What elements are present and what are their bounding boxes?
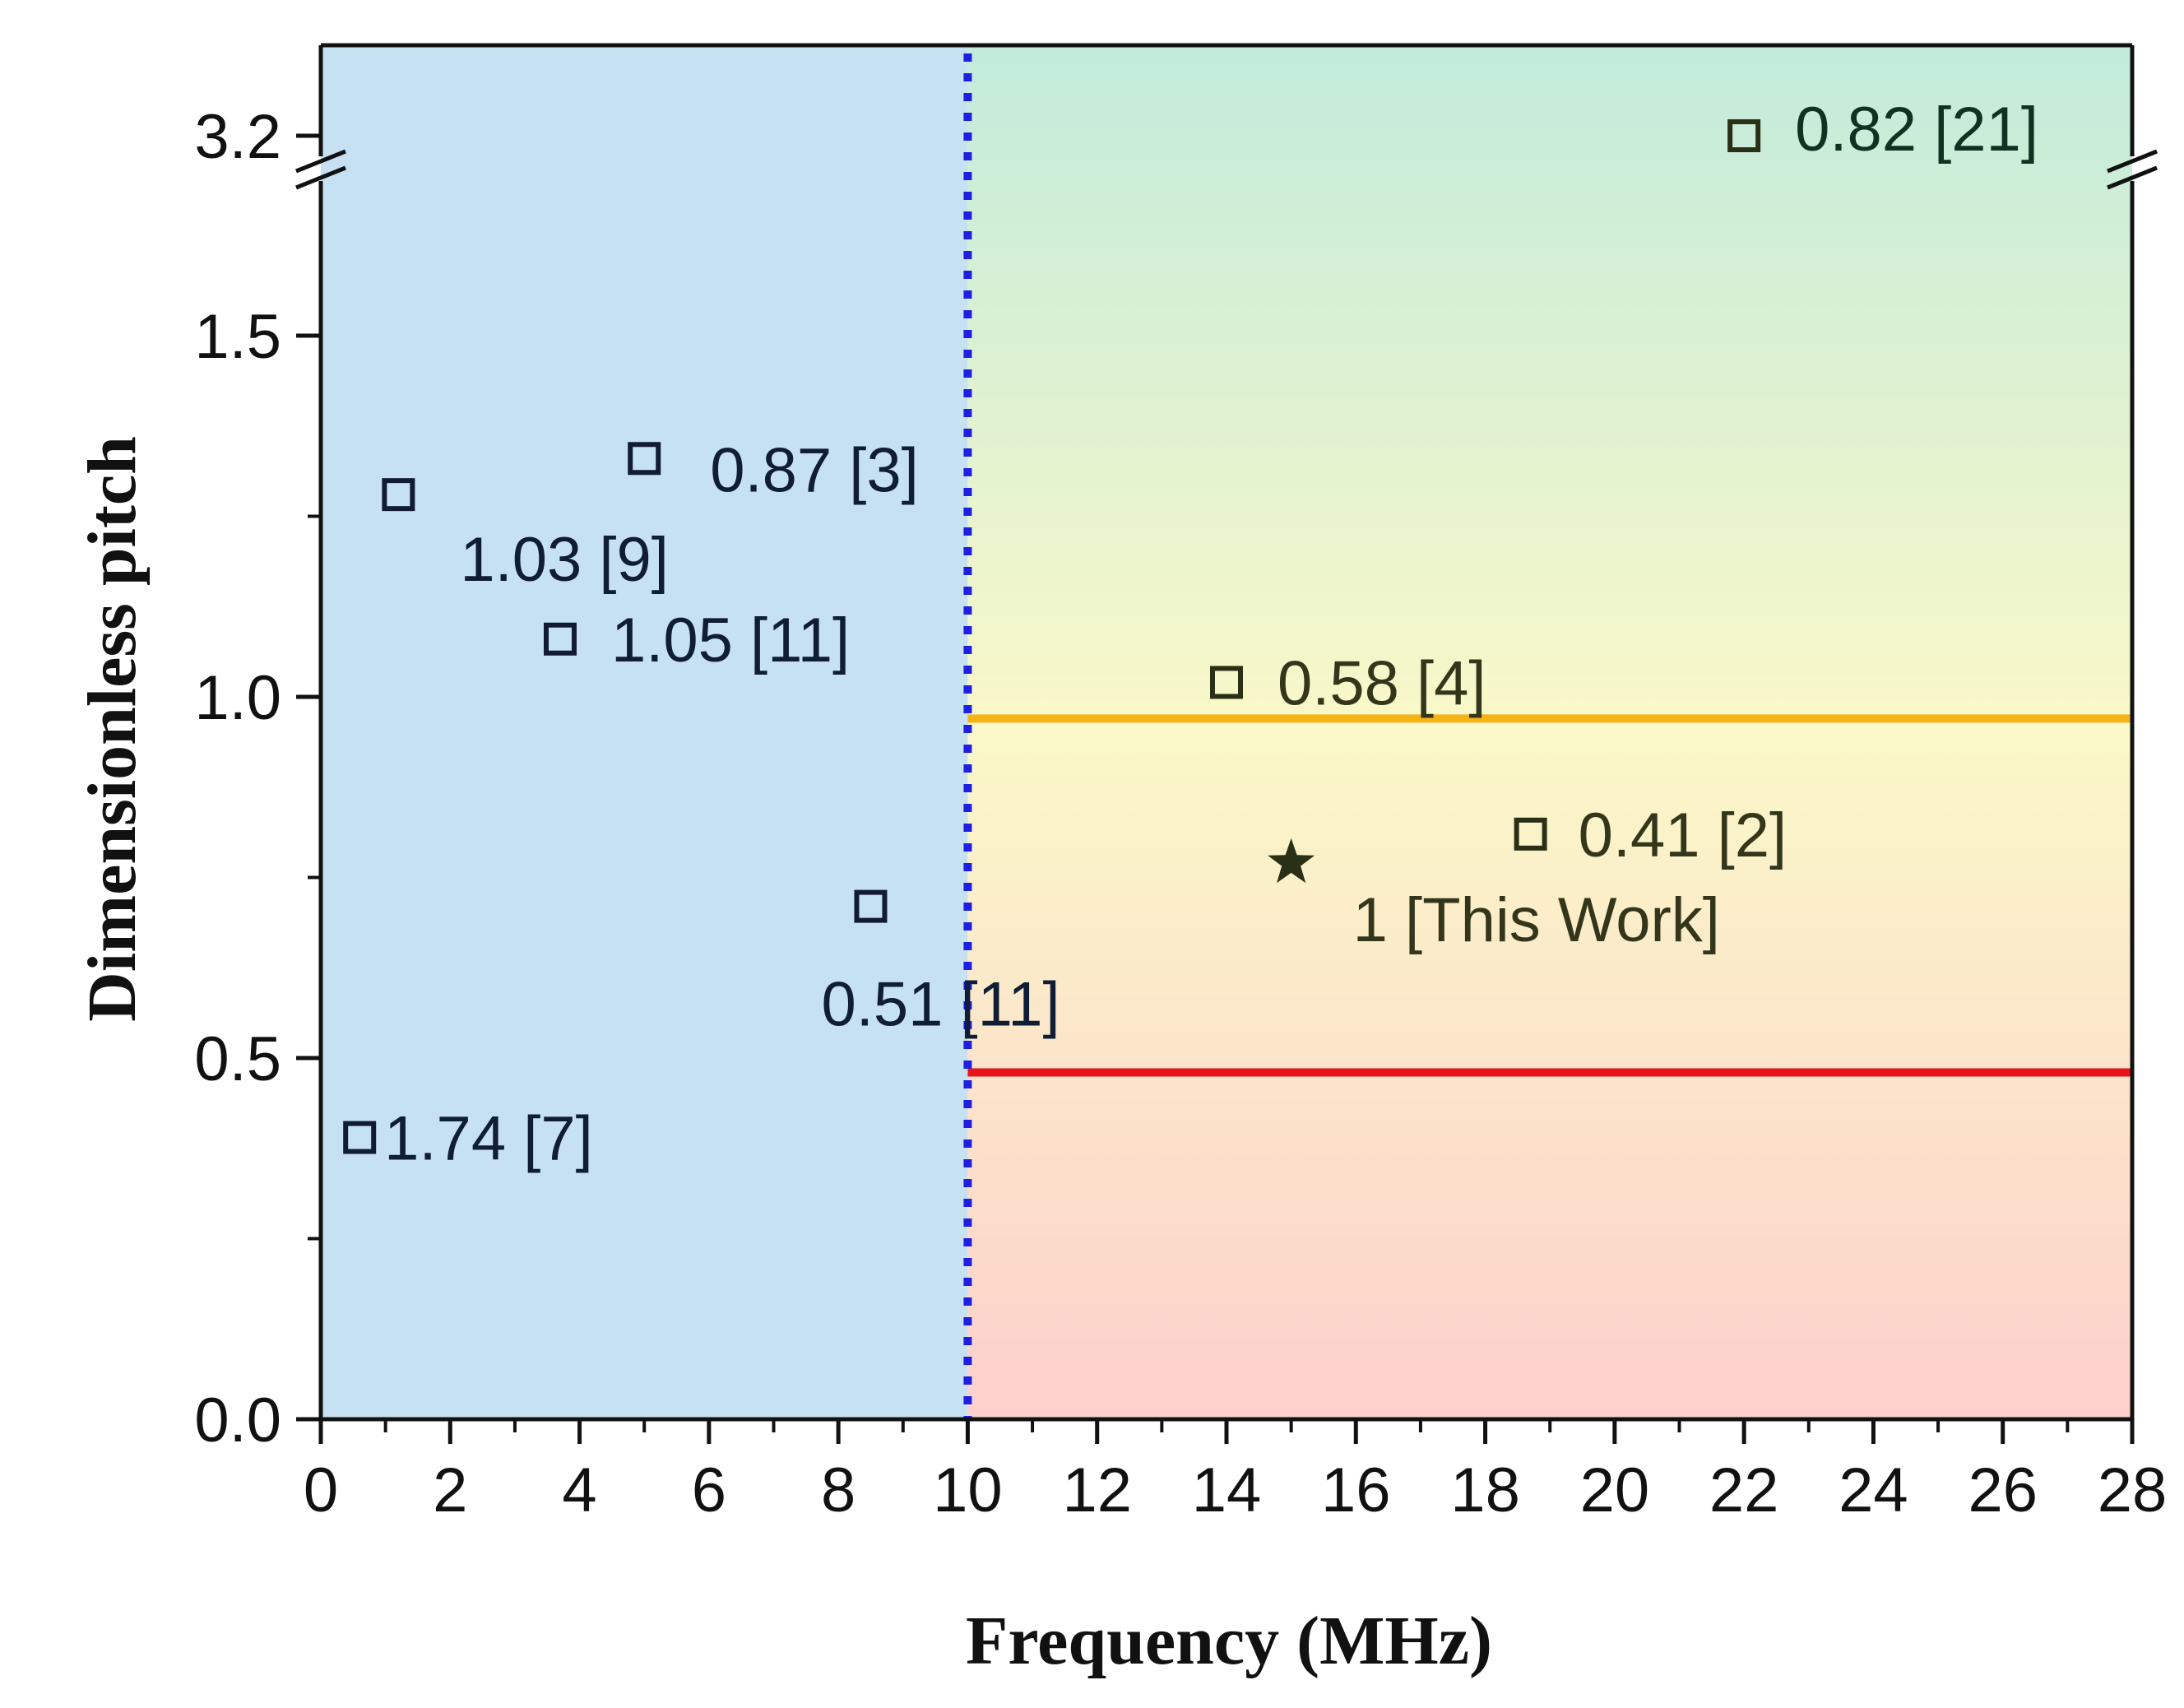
x-tick-label: 12 <box>1062 1455 1132 1525</box>
x-tick-label: 10 <box>933 1455 1003 1525</box>
x-tick-label: 4 <box>562 1455 596 1525</box>
point-label: 0.87 [3] <box>710 435 919 505</box>
right-axis-break-mark <box>2107 149 2158 174</box>
y-axis-break-mark <box>295 165 346 190</box>
axes: 0 2 4 6 8 10 12 14 16 18 20 22 24 26 280.00.51.01.53.2 <box>194 43 2168 1525</box>
x-tick-label: 28 <box>2098 1455 2168 1525</box>
point-label: 1.74 [7] <box>384 1104 593 1174</box>
high-frequency-region <box>967 45 2132 1419</box>
x-tick-label: 6 <box>692 1455 726 1525</box>
low-frequency-region <box>321 45 968 1419</box>
square-marker <box>1210 666 1243 699</box>
x-tick-label: 2 <box>433 1455 467 1525</box>
point-label: 0.51 [11] <box>821 970 1060 1040</box>
square-marker <box>343 1121 377 1154</box>
square-marker <box>1514 817 1547 851</box>
y-axis-break-mark <box>295 149 346 174</box>
y-tick-label: 0.0 <box>194 1385 281 1455</box>
data-points: 1.74 [7] 1.03 [9] 1.05 [11] 0.87 [3] 0.51 [1… <box>343 95 2038 1174</box>
right-axis-break-mark <box>2107 165 2158 190</box>
point-label: 0.82 [21] <box>1795 95 2038 165</box>
x-tick-label: 26 <box>1968 1455 2038 1525</box>
y-tick-label: 1.5 <box>194 302 281 372</box>
point-label: 1.05 [11] <box>611 606 850 675</box>
square-marker <box>543 622 577 656</box>
y-axis-title: Dimensionless pitch <box>74 436 151 1022</box>
star-marker <box>1268 838 1315 884</box>
x-tick-label: 0 <box>304 1455 338 1525</box>
x-tick-label: 18 <box>1450 1455 1520 1525</box>
square-marker <box>1727 119 1761 152</box>
point-label: 1 [This Work] <box>1353 885 1720 955</box>
point-label: 0.58 [4] <box>1277 648 1486 718</box>
x-tick-label: 20 <box>1580 1455 1650 1525</box>
x-axis-title: Frequency (MHz) <box>966 1603 1492 1679</box>
y-tick-label: 0.5 <box>194 1024 281 1094</box>
x-tick-label: 24 <box>1839 1455 1908 1525</box>
square-marker <box>382 478 415 512</box>
x-tick-label: 14 <box>1192 1455 1262 1525</box>
x-tick-label: 22 <box>1709 1455 1779 1525</box>
square-marker <box>628 442 661 476</box>
x-tick-label: 16 <box>1321 1455 1391 1525</box>
point-label: 0.41 [2] <box>1579 801 1788 870</box>
reference-lines <box>963 53 2132 1419</box>
x-tick-label: 8 <box>821 1455 856 1525</box>
y-tick-label: 1.0 <box>194 663 281 733</box>
square-marker <box>854 889 888 923</box>
y-break-tick-label: 3.2 <box>194 102 281 172</box>
plot-regions <box>321 45 2132 1419</box>
point-label: 1.03 [9] <box>460 525 669 595</box>
